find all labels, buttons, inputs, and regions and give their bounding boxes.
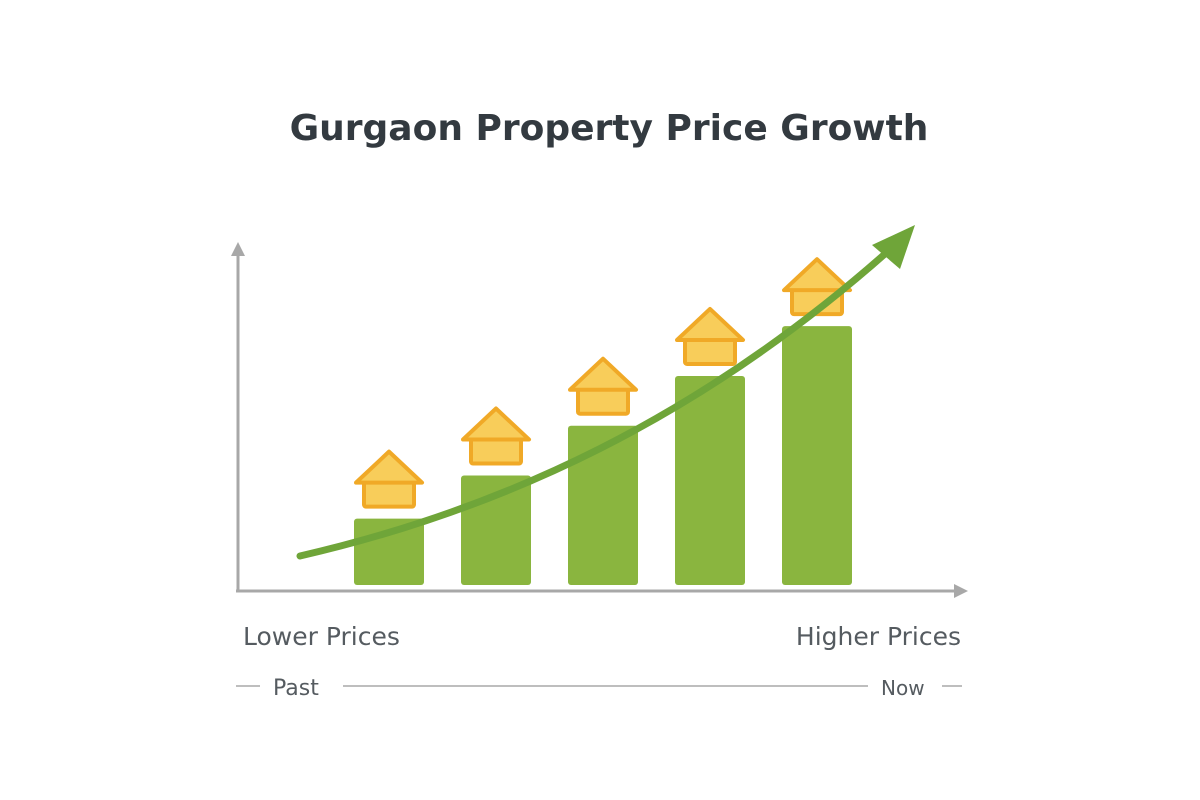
house-icon	[675, 306, 745, 366]
house-icon	[568, 356, 638, 416]
lower-prices-label: Lower Prices	[243, 622, 400, 651]
house-icon	[354, 449, 424, 509]
bar-3	[568, 425, 638, 585]
higher-prices-label: Higher Prices	[796, 622, 961, 651]
house-icon	[782, 257, 852, 317]
trend-line	[296, 241, 899, 560]
house-icons-group	[354, 257, 852, 509]
y-axis-arrow-icon	[231, 242, 245, 256]
bar-4	[675, 375, 745, 585]
house-icon	[461, 406, 531, 466]
bar-5	[782, 326, 852, 585]
past-label: Past	[273, 676, 319, 701]
trend-arrow-head-icon	[872, 225, 915, 269]
x-axis-arrow-icon	[954, 584, 968, 598]
bar-1	[354, 518, 424, 585]
chart-title: Gurgaon Property Price Growth	[289, 108, 929, 149]
now-label: Now	[881, 676, 925, 700]
